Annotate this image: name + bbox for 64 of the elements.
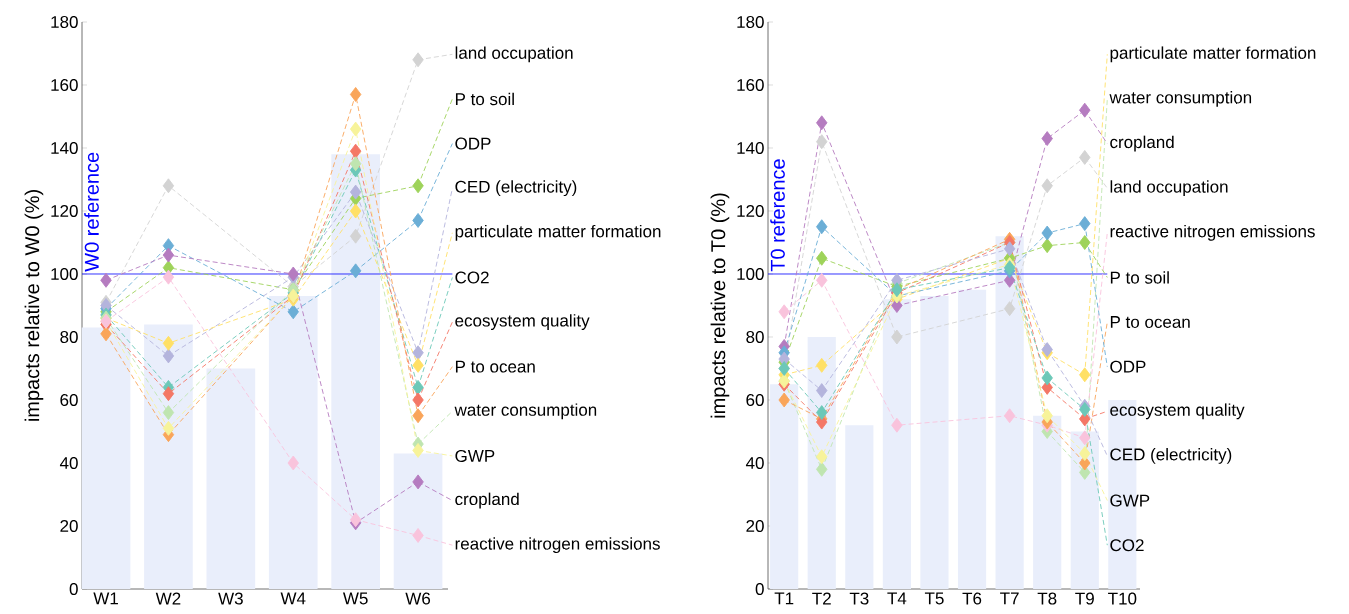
ref-line-label: T0 reference: [770, 159, 785, 272]
text: ecosystem quality: [455, 314, 590, 330]
x-tick-label: T2: [812, 592, 831, 605]
legend-label: land occupation: [455, 46, 573, 63]
y-tick-label: 20: [746, 519, 764, 533]
y-tick-label: 100: [737, 267, 764, 281]
series-label: land occupation: [1110, 180, 1228, 197]
x-tick-label: W2: [155, 592, 181, 605]
x-tick-label: W4: [280, 592, 306, 605]
y-tick-label: 180: [51, 15, 78, 29]
legend-label: ecosystem quality: [1110, 403, 1245, 420]
x-tick-label: T4: [887, 592, 907, 605]
x-tick-label: T8: [1037, 592, 1057, 605]
text: reactive nitrogen emissions: [1110, 224, 1315, 241]
y-tick-label: 0: [69, 582, 78, 596]
y-tick-label: 140: [737, 141, 764, 155]
x-tick-label: T3: [849, 592, 869, 605]
text: water consumption: [454, 403, 597, 420]
x-tick-label: T6: [962, 592, 982, 605]
y-tick-label: 60: [60, 393, 78, 407]
ref-line-label: W0 reference: [84, 152, 99, 272]
y-tick-label: 80: [60, 330, 78, 344]
text: ODP: [1110, 360, 1146, 373]
text: CED (electricity): [1110, 448, 1232, 464]
series-label: cropland: [1110, 135, 1174, 152]
y-tick-label: 0: [755, 582, 764, 596]
text: P to soil: [455, 92, 514, 106]
text: CO2: [455, 271, 489, 284]
y-tick-label: 80: [746, 330, 764, 344]
x-tick-label: T9: [1075, 592, 1094, 605]
y-tick-label: 100: [51, 267, 78, 281]
text: ODP: [455, 137, 491, 150]
y-tick-label: 160: [737, 78, 764, 92]
text: CED (electricity): [455, 180, 577, 197]
y-tick-label: 60: [746, 393, 764, 407]
x-tick-label: W5: [342, 592, 368, 605]
x-tick-label: T5: [924, 592, 944, 605]
x-tick-label: T1: [774, 592, 794, 605]
text: CO2: [1110, 539, 1144, 552]
y-axis-title: impacts relative to T0 (%): [710, 193, 730, 418]
series-label: P to soil: [1110, 271, 1169, 284]
y-axis-title: impacts relative to W0 (%): [24, 190, 44, 421]
x-tick-label: W6: [405, 592, 431, 605]
text: particulate matter formation: [455, 224, 661, 241]
legend-label: reactive nitrogen emissions: [455, 537, 660, 554]
y-tick-label: 20: [60, 519, 78, 533]
legend-label: cropland: [455, 492, 519, 509]
x-tick-label: W1: [93, 592, 118, 605]
y-tick-label: 120: [737, 204, 764, 218]
y-tick-label: 140: [51, 141, 78, 155]
text: particulate matter formation: [1110, 46, 1316, 63]
y-tick-label: 120: [51, 204, 78, 218]
text: P to ocean: [1110, 316, 1190, 328]
x-tick-label: W3: [218, 592, 243, 605]
x-tick-label: T7: [1000, 592, 1019, 605]
y-tick-label: 40: [745, 456, 764, 470]
y-tick-label: 40: [59, 456, 78, 470]
legend-label: GWP: [455, 449, 495, 462]
x-tick-label: T10: [1108, 592, 1137, 605]
text: GWP: [1110, 494, 1150, 507]
text: water consumption: [1109, 91, 1252, 107]
y-tick-label: 160: [51, 78, 78, 92]
text: P to ocean: [455, 360, 535, 373]
y-tick-label: 180: [737, 15, 764, 29]
